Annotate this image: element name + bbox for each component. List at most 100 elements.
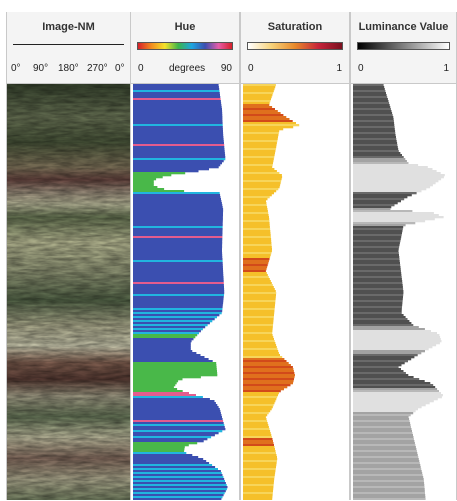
- hue-unit-label: degrees: [169, 63, 206, 74]
- hue-bar: [133, 192, 220, 195]
- luminance-bar: [353, 304, 403, 307]
- hue-bar: [133, 294, 224, 297]
- saturation-bar: [243, 382, 293, 385]
- luminance-bar: [353, 300, 403, 303]
- saturation-bar: [243, 238, 272, 241]
- luminance-bar: [353, 494, 426, 497]
- saturation-bar: [243, 240, 272, 243]
- luminance-bar: [353, 232, 402, 235]
- luminance-bar: [353, 216, 444, 219]
- saturation-bar: [243, 158, 274, 161]
- luminance-bar: [353, 148, 399, 151]
- saturation-bar: [243, 422, 268, 425]
- saturation-bar: [243, 342, 276, 345]
- hue-bar: [133, 368, 217, 371]
- luminance-bar: [353, 376, 414, 379]
- saturation-bar: [243, 360, 287, 363]
- saturation-bar: [243, 436, 272, 439]
- luminance-bar: [353, 260, 400, 263]
- hue-bar: [133, 92, 220, 95]
- saturation-bar: [243, 324, 273, 327]
- luminance-bar: [353, 94, 387, 97]
- hue-bar: [133, 430, 223, 433]
- luminance-bar: [353, 282, 403, 285]
- luminance-bar: [353, 306, 402, 309]
- hue-bar: [133, 116, 223, 119]
- azimuth-tick-0: 0°: [11, 63, 21, 74]
- hue-bar: [133, 480, 225, 483]
- luminance-bar: [353, 92, 386, 95]
- luminance-bar: [353, 464, 421, 467]
- hue-bar: [133, 198, 221, 201]
- saturation-bar: [243, 340, 275, 343]
- saturation-bar: [243, 220, 270, 223]
- saturation-bar: [243, 308, 275, 311]
- saturation-bar: [243, 200, 266, 203]
- hue-bar: [133, 454, 193, 457]
- saturation-bar: [243, 116, 287, 119]
- saturation-bar: [243, 192, 274, 195]
- luminance-bar: [353, 438, 414, 441]
- azimuth-tick-90: 90°: [33, 63, 49, 74]
- hue-bar: [133, 458, 204, 461]
- luminance-bar: [353, 84, 384, 87]
- azimuth-scale-line: [13, 44, 124, 45]
- saturation-bar: [243, 358, 285, 361]
- luminance-bar: [353, 228, 403, 231]
- luminance-bar: [353, 348, 429, 351]
- saturation-bar: [243, 108, 275, 111]
- saturation-bar: [243, 478, 275, 481]
- saturation-bar: [243, 96, 272, 99]
- azimuth-tick-360: 0°: [115, 63, 125, 74]
- hue-bar: [133, 172, 186, 175]
- luminance-bar: [353, 270, 401, 273]
- hue-bar: [133, 158, 226, 161]
- saturation-bar: [243, 352, 279, 355]
- luminance-bar: [353, 430, 412, 433]
- saturation-bar: [243, 426, 269, 429]
- saturation-bar: [243, 298, 276, 301]
- saturation-bar: [243, 402, 275, 405]
- hue-bar: [133, 108, 222, 111]
- saturation-bar: [243, 182, 281, 185]
- luminance-bar: [353, 350, 425, 353]
- saturation-bar: [243, 168, 275, 171]
- saturation-bar: [243, 114, 284, 117]
- saturation-min-label: 0: [248, 63, 254, 74]
- luminance-bar: [353, 128, 395, 131]
- hue-bar: [133, 168, 209, 171]
- saturation-bar: [243, 440, 273, 443]
- luminance-bar: [353, 292, 404, 295]
- hue-bar: [133, 300, 224, 303]
- luminance-bar: [353, 314, 404, 317]
- hue-bar: [133, 284, 224, 287]
- saturation-bar: [243, 276, 269, 279]
- hue-bar: [133, 86, 219, 89]
- saturation-bar: [243, 328, 273, 331]
- saturation-bar: [243, 498, 273, 500]
- luminance-bar: [353, 408, 418, 411]
- luminance-bar: [353, 196, 408, 199]
- luminance-bar: [353, 368, 401, 371]
- saturation-bar: [243, 92, 274, 95]
- hue-bar: [133, 274, 224, 277]
- luminance-bar: [353, 328, 425, 331]
- luminance-bar: [353, 444, 416, 447]
- hue-bar: [133, 264, 223, 267]
- luminance-bar: [353, 322, 412, 325]
- saturation-bar: [243, 194, 272, 197]
- hue-bar: [133, 102, 222, 105]
- saturation-bar: [243, 416, 266, 419]
- luminance-bar: [353, 492, 425, 495]
- saturation-bar: [243, 186, 280, 189]
- hue-bar: [133, 98, 221, 101]
- hue-bar: [133, 410, 221, 413]
- hue-bar: [133, 292, 225, 295]
- hue-bar: [133, 148, 225, 151]
- luminance-bar: [353, 378, 420, 381]
- hue-bar: [133, 298, 224, 301]
- hue-bar: [133, 258, 223, 261]
- hue-bar: [133, 162, 222, 165]
- hue-bar: [133, 350, 193, 353]
- luminance-bar: [353, 388, 438, 391]
